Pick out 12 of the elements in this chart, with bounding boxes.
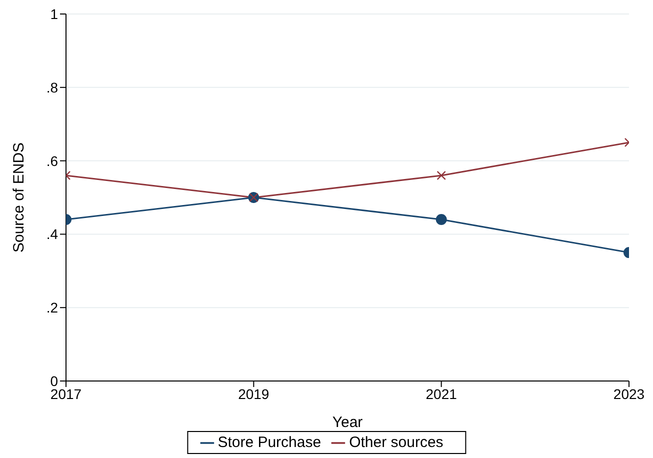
y-tick-label: .6 (46, 152, 58, 169)
x-tick-label: 2021 (426, 386, 458, 402)
x-axis-title: Year (332, 414, 363, 431)
y-axis-title: Source of ENDS (10, 142, 28, 253)
y-tick-label: 1 (50, 6, 58, 22)
y-tick-label: .8 (46, 79, 58, 96)
legend-label: Other sources (349, 434, 444, 451)
x-tick-label: 2023 (613, 386, 645, 402)
x-tick-label: 2019 (238, 386, 270, 402)
legend-label: Store Purchase (218, 434, 322, 451)
y-tick-label: .2 (46, 300, 58, 316)
y-tick-label: .4 (46, 226, 58, 242)
